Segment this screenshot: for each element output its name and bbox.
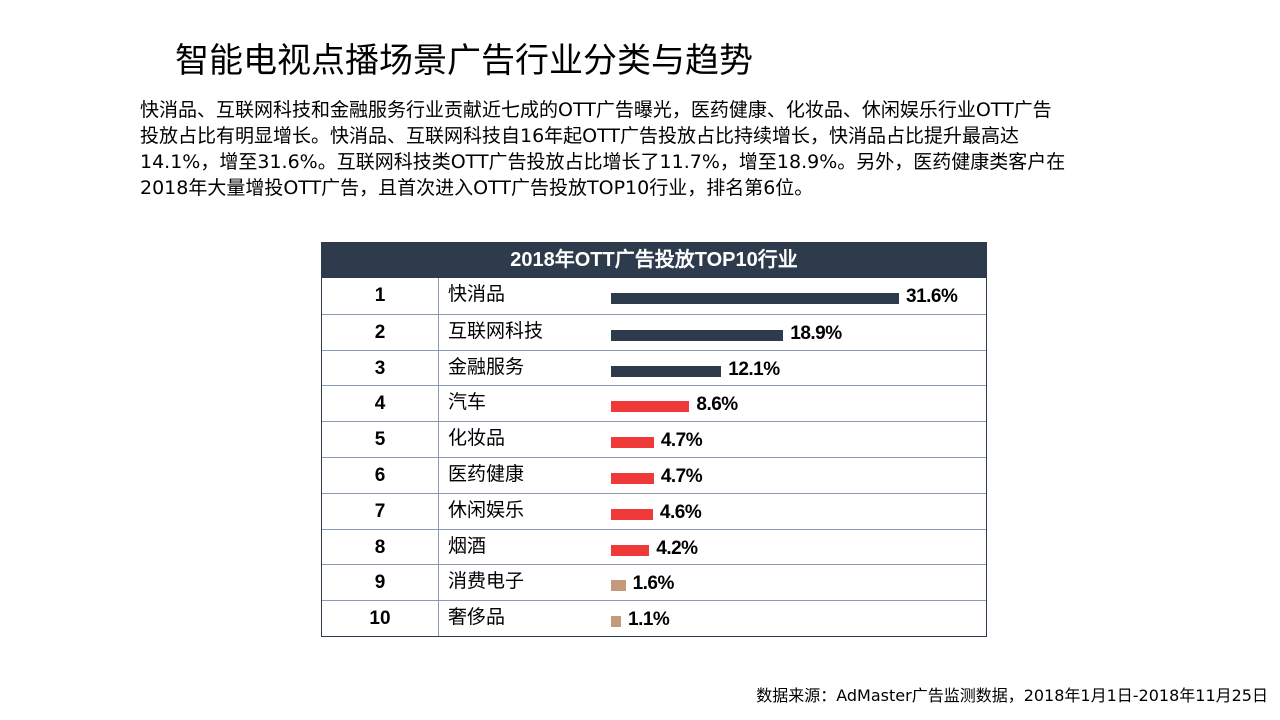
data-label: 4.2%	[656, 537, 698, 559]
description-line: 2018年大量增投OTT广告，且首次进入OTT广告投放TOP10行业，排名第6位…	[140, 177, 814, 199]
category-label: 奢侈品	[448, 606, 506, 629]
rank-label: 6	[322, 457, 439, 493]
description-line: 投放占比有明显增长。快消品、互联网科技自16年起OTT广告投放占比持续增长，快消…	[140, 125, 1020, 147]
table-row: 9 消费电子 1.6%	[322, 564, 986, 601]
category-label: 烟酒	[448, 534, 487, 557]
rank-label: 4	[322, 386, 439, 422]
page-title: 智能电视点播场景广告行业分类与趋势	[175, 41, 753, 81]
top10-industry-table: 2018年OTT广告投放TOP10行业 1 快消品 31.6% 2 互联网科技 18.9%…	[321, 242, 987, 637]
table-row: 3 金融服务 12.1%	[322, 349, 986, 386]
bar	[611, 508, 653, 520]
bar	[611, 437, 654, 449]
table-row: 8 烟酒 4.2%	[322, 528, 986, 565]
data-label: 12.1%	[728, 358, 780, 380]
data-label: 31.6%	[906, 286, 958, 307]
rank-label: 3	[322, 350, 439, 386]
category-label: 化妆品	[448, 427, 506, 450]
table-row: 10 奢侈品 1.1%	[322, 600, 986, 636]
category-label: 汽车	[448, 391, 487, 414]
rank-label: 9	[322, 565, 439, 601]
rank-label: 5	[322, 422, 439, 457]
data-label: 4.7%	[660, 465, 703, 487]
bar	[611, 472, 654, 484]
description-line: 快消品、互联网科技和金融服务行业贡献近七成的OTT广告曝光，医药健康、化妆品、休…	[140, 99, 1052, 121]
bar	[611, 365, 722, 377]
data-source-note: 数据来源：AdMaster广告监测数据，2018年1月1日-2018年11月25…	[756, 686, 1268, 705]
data-label: 4.7%	[660, 430, 703, 452]
bar	[611, 580, 626, 592]
table-row: 5 化妆品 4.7%	[322, 421, 986, 457]
category-label: 消费电子	[448, 570, 525, 593]
table-row: 4 汽车 8.6%	[322, 385, 986, 422]
description: 快消品、互联网科技和金融服务行业贡献近七成的OTT广告曝光，医药健康、化妆品、休…	[140, 97, 1170, 201]
description-line: 14.1%，增至31.6%。互联网科技类OTT广告投放占比增长了11.7%，增至…	[140, 151, 1066, 173]
bar	[611, 329, 784, 341]
rank-label: 2	[322, 314, 439, 350]
category-label: 互联网科技	[448, 319, 544, 342]
category-label: 医药健康	[448, 462, 525, 485]
category-label: 休闲娱乐	[448, 498, 525, 521]
data-label: 1.6%	[632, 573, 675, 595]
table-row: 2 互联网科技 18.9%	[322, 313, 986, 350]
data-label: 18.9%	[790, 322, 842, 344]
category-label: 快消品	[448, 283, 506, 305]
chart-title: 2018年OTT广告投放TOP10行业	[322, 242, 986, 278]
table-row: 6 医药健康 4.7%	[322, 456, 986, 493]
data-label: 4.6%	[659, 501, 702, 523]
bar	[611, 544, 650, 556]
rank-label: 7	[322, 493, 439, 529]
category-label: 金融服务	[448, 355, 525, 378]
bar	[611, 401, 690, 413]
table-row: 1 快消品 31.6%	[322, 278, 986, 314]
table-row: 7 休闲娱乐 4.6%	[322, 492, 986, 529]
data-label: 8.6%	[696, 394, 738, 416]
bar	[611, 293, 899, 304]
rank-label: 1	[322, 278, 439, 314]
rank-label: 10	[322, 601, 439, 636]
rank-label: 8	[322, 529, 439, 565]
bar	[611, 616, 622, 628]
data-label: 1.1%	[628, 609, 670, 631]
table-body: 1 快消品 31.6% 2 互联网科技 18.9% 3 金融服务 12.1% 4 汽车 8.6% 5 化妆…	[322, 278, 986, 636]
